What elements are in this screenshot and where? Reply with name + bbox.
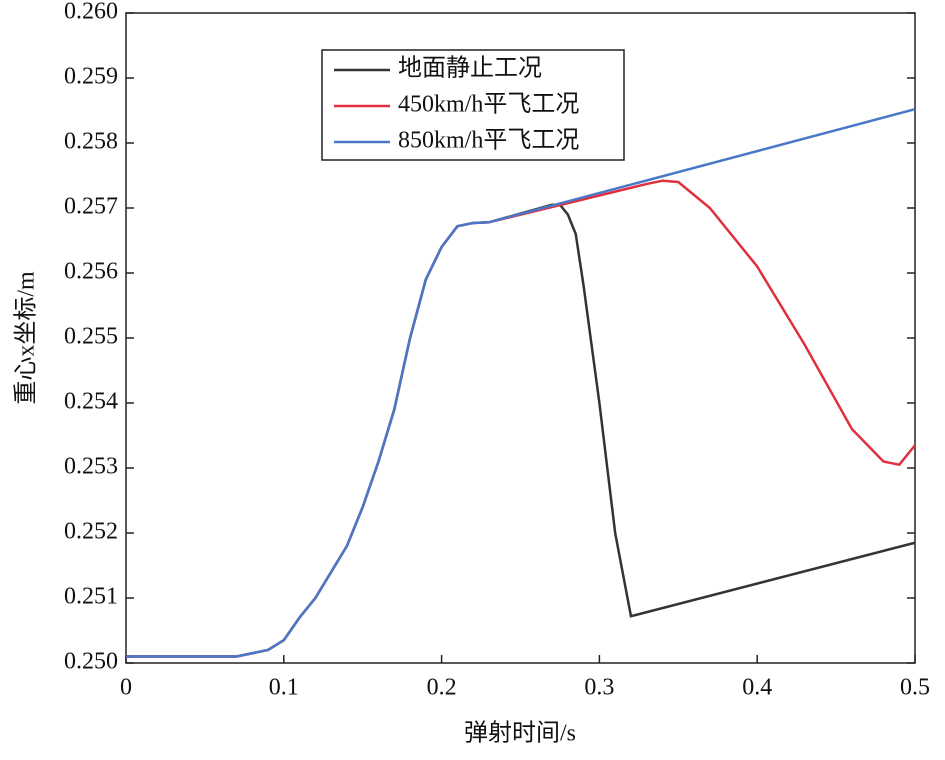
y-tick-label: 0.260 [64,0,118,25]
x-tick-label: 0.4 [742,675,772,701]
y-tick-label: 0.251 [64,584,118,610]
x-axis-label: 弹射时间/s [464,720,576,747]
x-tick-label: 0.5 [900,675,930,701]
y-tick-label: 0.253 [64,454,118,480]
line-series [126,107,916,658]
y-tick-label: 0.259 [64,64,118,90]
legend-label: 450km/h平飞工况 [398,92,579,118]
y-tick-label: 0.255 [64,324,118,350]
x-tick-label: 0.3 [584,675,614,701]
legend-label: 地面静止工况 [398,55,542,82]
y-tick-label: 0.254 [64,389,118,415]
x-tick-label: 0 [120,675,132,701]
line-series [126,179,916,658]
y-tick-label: 0.258 [64,129,118,155]
y-tick-label: 0.257 [64,194,118,220]
x-tick-label: 0.2 [427,675,457,701]
y-tick-label: 0.252 [64,519,118,545]
y-tick-label: 0.256 [64,259,118,285]
y-tick-label: 0.250 [64,649,118,675]
y-axis-label: 重心x坐标/m [13,271,40,405]
x-tick-label: 0.1 [269,675,299,701]
line-series [126,203,916,658]
legend-label: 850km/h平飞工况 [398,128,579,154]
